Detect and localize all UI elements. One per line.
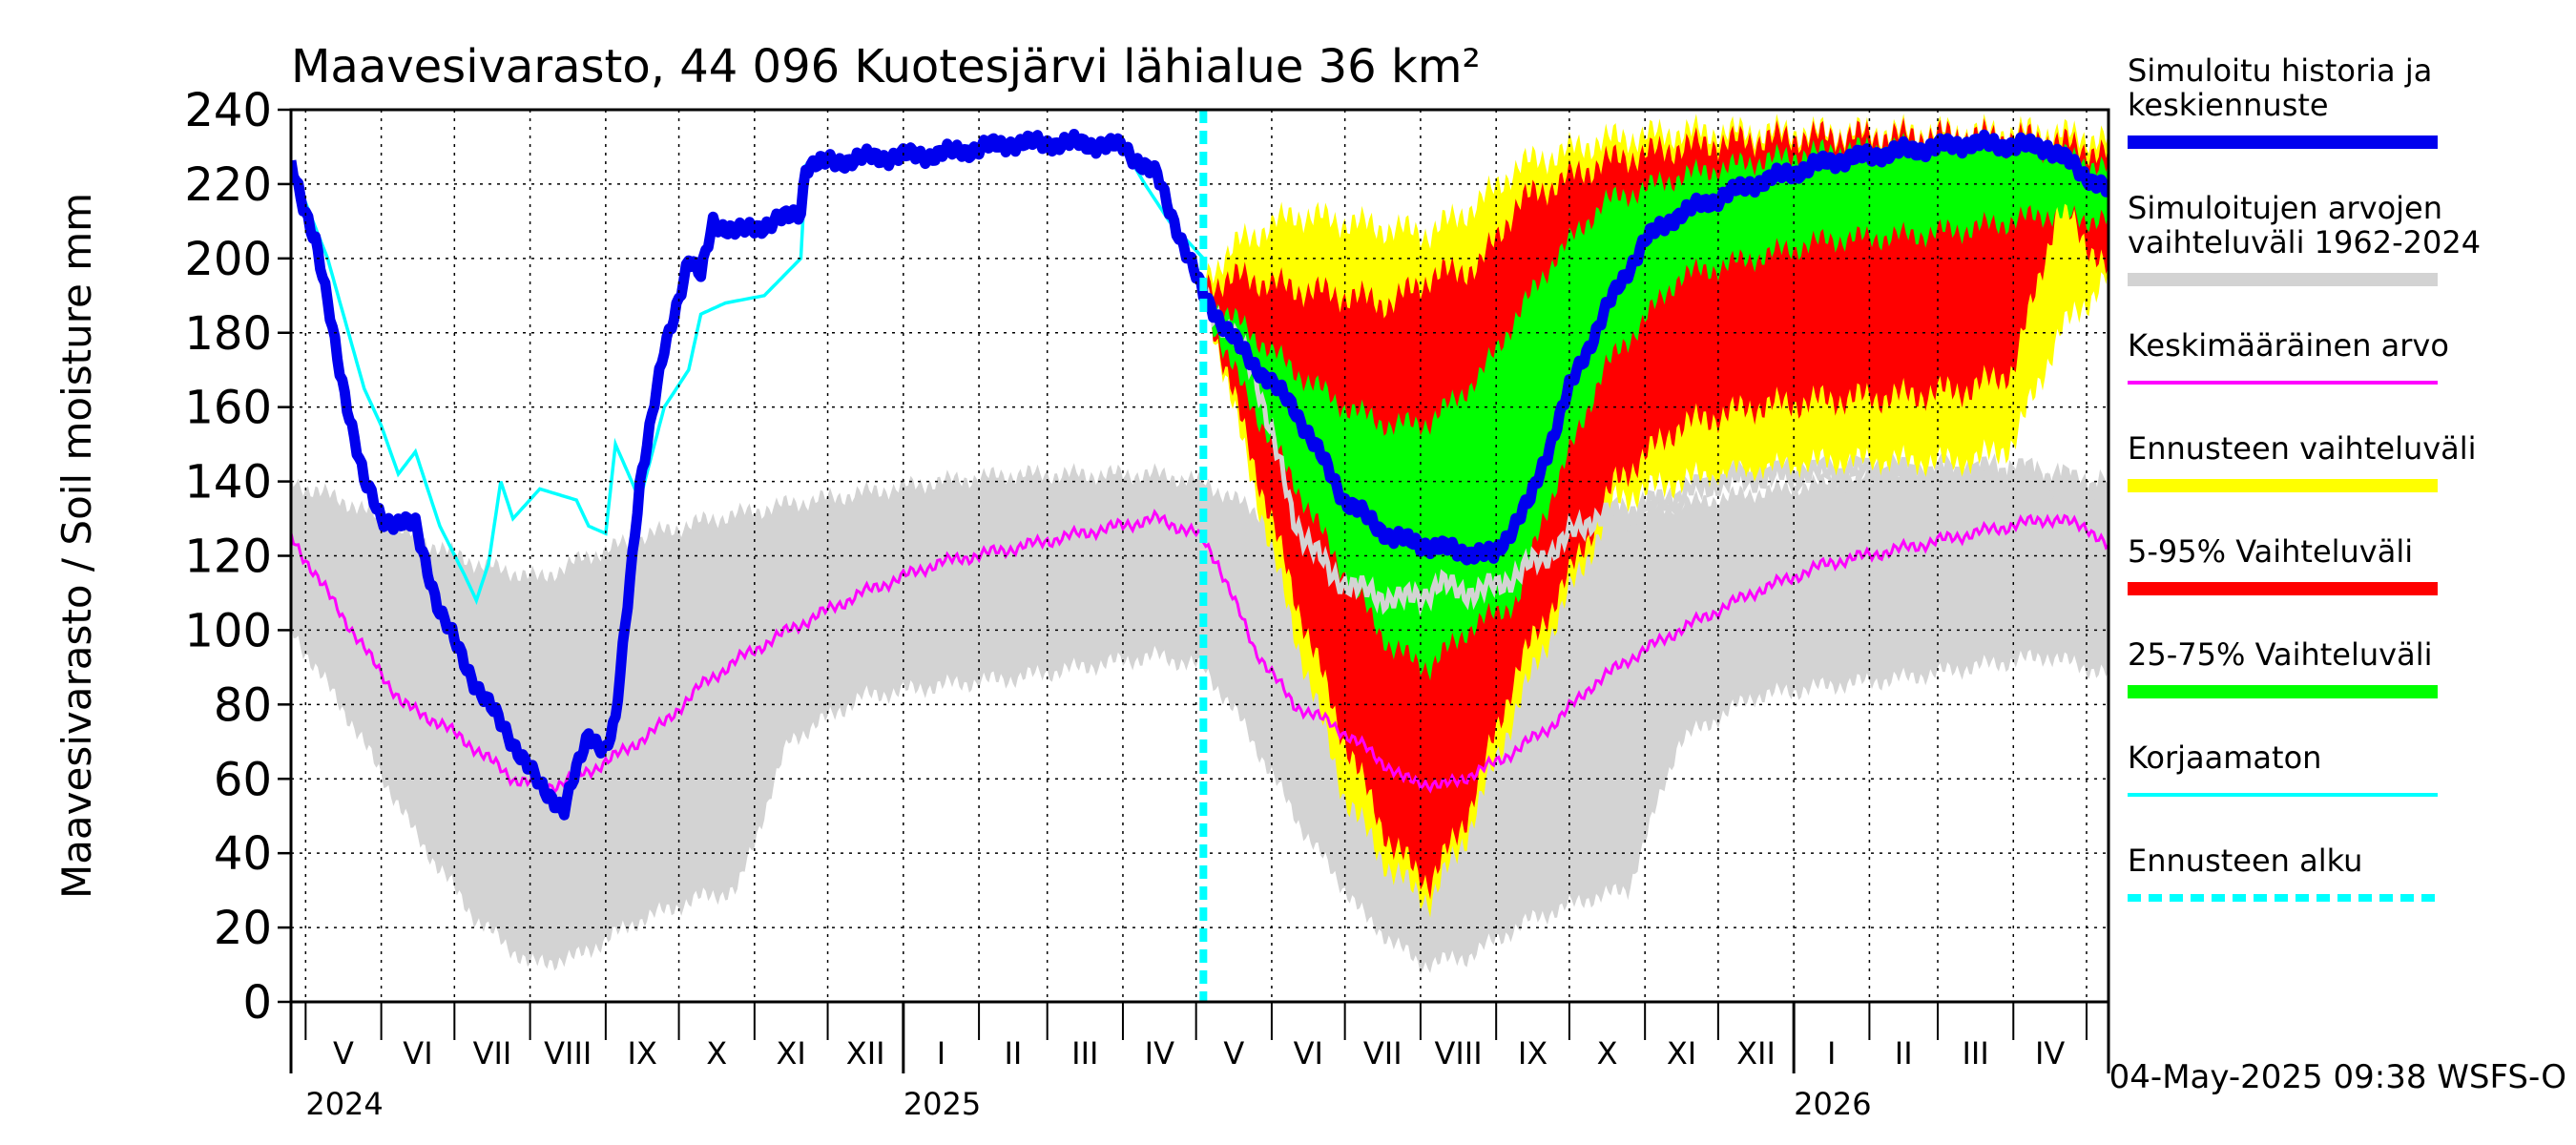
legend-label: 25-75% Vaihteluväli <box>2128 636 2432 673</box>
y-tick-label: 60 <box>214 753 272 806</box>
y-axis-label: Maavesivarasto / Soil moisture mm <box>53 193 100 899</box>
month-label: I <box>937 1035 945 1072</box>
year-label: 2024 <box>305 1086 383 1122</box>
legend-item: Ennusteen alku <box>2128 843 2438 902</box>
month-label: VIII <box>544 1035 592 1072</box>
month-label: XI <box>1667 1035 1696 1072</box>
plot-area <box>291 109 2109 1002</box>
y-tick-label: 200 <box>184 233 272 286</box>
month-label: IX <box>1518 1035 1548 1072</box>
month-label: XII <box>846 1035 885 1072</box>
legend-item: 5-95% Vaihteluväli <box>2128 533 2438 595</box>
y-tick-label: 120 <box>184 531 272 584</box>
month-label: III <box>1962 1035 1988 1072</box>
y-tick-label: 180 <box>184 307 272 361</box>
month-label: XII <box>1736 1035 1776 1072</box>
month-label: V <box>1223 1035 1244 1072</box>
grid <box>291 109 2109 1002</box>
month-label: IV <box>1145 1035 1174 1072</box>
month-label: VIII <box>1434 1035 1482 1072</box>
legend-label: Ennusteen alku <box>2128 843 2362 879</box>
year-label: 2026 <box>1794 1086 1871 1122</box>
month-label: XI <box>777 1035 806 1072</box>
y-tick-label: 0 <box>242 976 272 1030</box>
month-label: X <box>1597 1035 1618 1072</box>
month-label: VI <box>1294 1035 1323 1072</box>
legend-label: 5-95% Vaihteluväli <box>2128 533 2413 570</box>
y-tick-label: 240 <box>184 84 272 137</box>
legend-item: Keskimääräinen arvo <box>2128 327 2449 385</box>
y-tick-label: 20 <box>214 902 272 955</box>
month-label: III <box>1071 1035 1098 1072</box>
timestamp-label: 04-May-2025 09:38 WSFS-O <box>2109 1058 2566 1096</box>
y-tick-label: 220 <box>184 158 272 212</box>
legend: Simuloitu historia jakeskiennusteSimuloi… <box>2128 52 2481 902</box>
legend-label: Simuloitu historia ja <box>2128 52 2432 89</box>
legend-label: Keskimääräinen arvo <box>2128 327 2449 364</box>
chart-title: Maavesivarasto, 44 096 Kuotesjärvi lähia… <box>291 40 1481 94</box>
legend-label: Korjaamaton <box>2128 739 2321 776</box>
y-tick-label: 80 <box>214 678 272 732</box>
month-label: I <box>1827 1035 1836 1072</box>
historical-range-band <box>291 463 2109 975</box>
y-tick-label: 160 <box>184 382 272 435</box>
legend-label: keskiennuste <box>2128 87 2329 123</box>
month-label: VII <box>473 1035 512 1072</box>
month-label: VII <box>1363 1035 1402 1072</box>
year-label: 2025 <box>904 1086 981 1122</box>
month-label: IX <box>628 1035 657 1072</box>
month-label: II <box>1004 1035 1022 1072</box>
p5-95-band <box>1203 117 2109 900</box>
y-tick-label: 100 <box>184 604 272 657</box>
month-label: X <box>706 1035 727 1072</box>
legend-label: vaihteluväli 1962-2024 <box>2128 224 2481 260</box>
legend-label: Ennusteen vaihteluväli <box>2128 430 2477 467</box>
y-tick-label: 40 <box>214 827 272 881</box>
y-tick-label: 140 <box>184 456 272 510</box>
month-label: IV <box>2035 1035 2065 1072</box>
legend-item: Korjaamaton <box>2128 739 2438 797</box>
legend-item: Ennusteen vaihteluväli <box>2128 430 2477 492</box>
month-label: V <box>333 1035 354 1072</box>
month-label: II <box>1895 1035 1913 1072</box>
legend-item: 25-75% Vaihteluväli <box>2128 636 2438 698</box>
median-forecast-line <box>1201 286 2109 616</box>
month-label: VI <box>403 1035 432 1072</box>
legend-label: Simuloitujen arvojen <box>2128 190 2442 226</box>
series-group <box>291 114 2109 975</box>
